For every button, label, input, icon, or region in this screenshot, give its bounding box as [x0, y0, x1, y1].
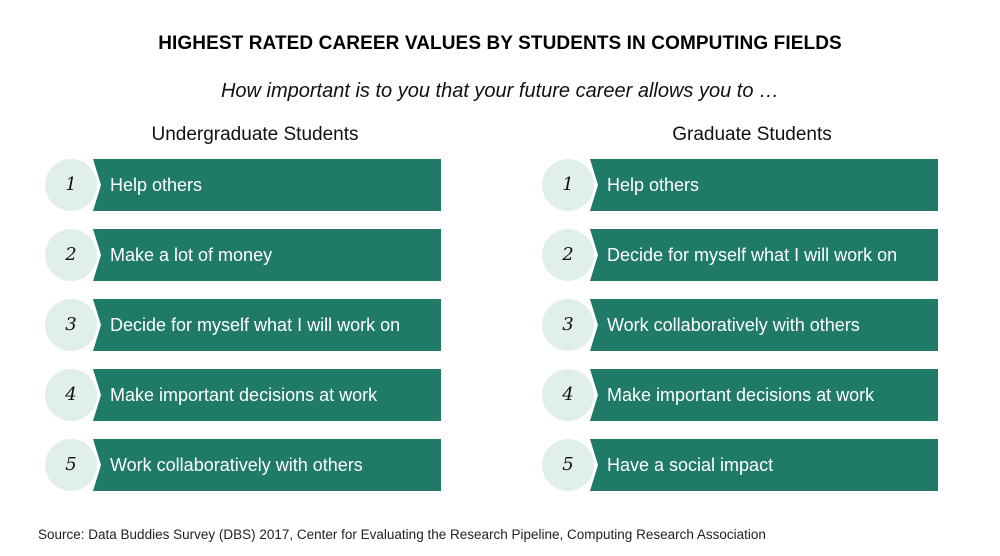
chart-title: HIGHEST RATED CAREER VALUES BY STUDENTS … [158, 33, 842, 54]
value-label: Make important decisions at work [607, 385, 875, 405]
value-bar [93, 299, 441, 351]
value-bar [590, 369, 938, 421]
value-label: Help others [607, 175, 700, 195]
list-item: Work collaboratively with others 5 [45, 439, 445, 491]
list-item: Work collaboratively with others 3 [542, 299, 942, 351]
value-label: Help others [110, 175, 203, 195]
list-item: Help others 1 [45, 159, 445, 211]
value-bar [93, 159, 441, 211]
value-bar [93, 369, 441, 421]
value-bar [93, 439, 441, 491]
rank-badge: 1 [45, 159, 97, 211]
list-item: Decide for myself what I will work on 2 [542, 229, 942, 281]
value-label: Decide for myself what I will work on [110, 315, 401, 335]
list-item: Help others 1 [542, 159, 942, 211]
rank-badge: 4 [542, 369, 594, 421]
rank-badge: 3 [45, 299, 97, 351]
rank-badge: 1 [542, 159, 594, 211]
value-label: Work collaboratively with others [607, 315, 860, 335]
graduate-header: Graduate Students [672, 124, 832, 145]
rank-badge: 5 [542, 439, 594, 491]
list-item: Decide for myself what I will work on 3 [45, 299, 445, 351]
value-label: Work collaboratively with others [110, 455, 363, 475]
value-label: Decide for myself what I will work on [607, 245, 898, 265]
rank-badge: 5 [45, 439, 97, 491]
value-label: Make important decisions at work [110, 385, 378, 405]
rank-badge: 2 [542, 229, 594, 281]
list-item: Make important decisions at work 4 [45, 369, 445, 421]
rank-badge: 2 [45, 229, 97, 281]
value-bar [590, 159, 938, 211]
source-note: Source: Data Buddies Survey (DBS) 2017, … [38, 527, 766, 542]
value-label: Have a social impact [607, 455, 774, 475]
undergraduate-header: Undergraduate Students [151, 124, 359, 145]
graduate-list: Help others 1 Decide for myself what I w… [542, 159, 942, 509]
value-bar [590, 299, 938, 351]
list-item: Make important decisions at work 4 [542, 369, 942, 421]
chart-subtitle: How important is to you that your future… [220, 80, 780, 102]
value-bar [93, 229, 441, 281]
value-label: Make a lot of money [110, 245, 273, 265]
value-bar [590, 439, 938, 491]
list-item: Have a social impact 5 [542, 439, 942, 491]
rank-badge: 3 [542, 299, 594, 351]
undergraduate-list: Help others 1 Make a lot of money 2 Deci… [45, 159, 445, 509]
rank-badge: 4 [45, 369, 97, 421]
list-item: Make a lot of money 2 [45, 229, 445, 281]
value-bar [590, 229, 938, 281]
